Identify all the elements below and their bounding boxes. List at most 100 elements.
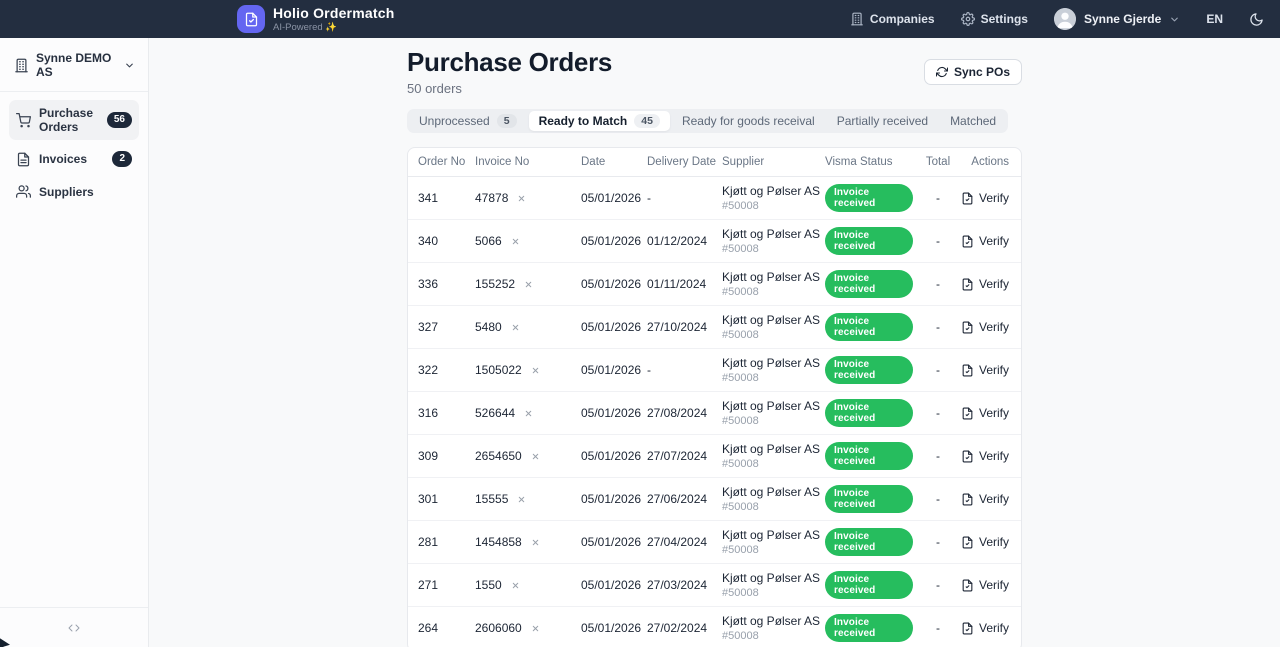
- verify-button[interactable]: Verify: [963, 449, 1022, 463]
- unlink-invoice-icon[interactable]: [524, 280, 533, 289]
- unlink-invoice-icon[interactable]: [531, 366, 540, 375]
- invoice-no: 2606060: [475, 621, 522, 635]
- file-icon: [961, 192, 974, 205]
- supplier-name: Kjøtt og Pølser AS: [722, 270, 825, 284]
- col-total: Total: [913, 148, 963, 177]
- unlink-invoice-icon[interactable]: [511, 581, 520, 590]
- companies-label: Companies: [870, 12, 935, 26]
- verify-label: Verify: [979, 406, 1009, 420]
- invoice-no: 1505022: [475, 363, 522, 377]
- verify-button[interactable]: Verify: [963, 363, 1022, 377]
- user-menu[interactable]: Synne Gjerde: [1054, 8, 1180, 30]
- supplier-id: #50008: [722, 587, 825, 599]
- total-cell: -: [913, 521, 963, 564]
- supplier-name: Kjøtt og Pølser AS: [722, 184, 825, 198]
- order-no-cell: 301: [408, 478, 475, 521]
- invoice-no: 47878: [475, 191, 508, 205]
- settings-button[interactable]: Settings: [961, 12, 1028, 26]
- total-cell: -: [913, 177, 963, 220]
- avatar: [1054, 8, 1076, 30]
- verify-label: Verify: [979, 621, 1009, 635]
- date-cell: 05/01/2026: [581, 177, 647, 220]
- delivery-date-cell: 27/06/2024: [647, 478, 722, 521]
- sidebar-item-suppliers[interactable]: Suppliers: [9, 178, 139, 205]
- status-badge: Invoice received: [825, 270, 913, 298]
- order-no-cell: 264: [408, 607, 475, 647]
- verify-button[interactable]: Verify: [963, 277, 1022, 291]
- tab-partially-received[interactable]: Partially received: [827, 111, 938, 131]
- verify-label: Verify: [979, 578, 1009, 592]
- chevron-down-icon: [124, 60, 135, 71]
- verify-button[interactable]: Verify: [963, 535, 1022, 549]
- unlink-invoice-icon[interactable]: [531, 452, 540, 461]
- unlink-invoice-icon[interactable]: [531, 624, 540, 633]
- verify-button[interactable]: Verify: [963, 234, 1022, 248]
- tab-ready-for-goods-receival[interactable]: Ready for goods receival: [672, 111, 825, 131]
- companies-button[interactable]: Companies: [850, 12, 935, 26]
- supplier-id: #50008: [722, 630, 825, 642]
- verify-button[interactable]: Verify: [963, 191, 1022, 205]
- order-no-cell: 322: [408, 349, 475, 392]
- table-row: 341 47878 05/01/2026 - Kjøtt og Pølser A…: [408, 177, 1022, 220]
- status-badge: Invoice received: [825, 614, 913, 642]
- col-invoice-no: Invoice No: [475, 148, 581, 177]
- delivery-date-cell: 27/03/2024: [647, 564, 722, 607]
- order-no-cell: 341: [408, 177, 475, 220]
- verify-button[interactable]: Verify: [963, 621, 1022, 635]
- verify-label: Verify: [979, 320, 1009, 334]
- order-no-cell: 340: [408, 220, 475, 263]
- user-name: Synne Gjerde: [1084, 12, 1161, 26]
- supplier-id: #50008: [722, 544, 825, 556]
- moon-icon: [1249, 12, 1264, 27]
- date-cell: 05/01/2026: [581, 435, 647, 478]
- unlink-invoice-icon[interactable]: [511, 323, 520, 332]
- sync-icon: [936, 66, 948, 78]
- sidebar-item-invoices[interactable]: Invoices 2: [9, 145, 139, 173]
- verify-label: Verify: [979, 492, 1009, 506]
- tab-label: Partially received: [837, 114, 928, 128]
- top-header: Holio Ordermatch AI-Powered ✨ Companies …: [0, 0, 1280, 38]
- verify-button[interactable]: Verify: [963, 492, 1022, 506]
- sidebar-item-purchase-orders[interactable]: Purchase Orders 56: [9, 100, 139, 140]
- order-no-cell: 336: [408, 263, 475, 306]
- delivery-date-cell: 27/10/2024: [647, 306, 722, 349]
- language-button[interactable]: EN: [1206, 12, 1223, 26]
- tab-matched[interactable]: Matched: [940, 111, 1006, 131]
- tab-label: Ready to Match: [539, 114, 628, 128]
- unlink-invoice-icon[interactable]: [517, 194, 526, 203]
- orders-table: Order No Invoice No Date Delivery Date S…: [408, 148, 1022, 647]
- unlink-invoice-icon[interactable]: [517, 495, 526, 504]
- unlink-invoice-icon[interactable]: [511, 237, 520, 246]
- invoice-no: 15555: [475, 492, 508, 506]
- tab-unprocessed[interactable]: Unprocessed 5: [409, 111, 527, 131]
- total-cell: -: [913, 564, 963, 607]
- tab-ready-to-match[interactable]: Ready to Match 45: [529, 111, 670, 131]
- settings-label: Settings: [981, 12, 1028, 26]
- sidebar: Synne DEMO AS Purchase Orders 56 Invoice…: [0, 38, 149, 647]
- unlink-invoice-icon[interactable]: [531, 538, 540, 547]
- table-row: 271 1550 05/01/2026 27/03/2024 Kjøtt og …: [408, 564, 1022, 607]
- table-row: 340 5066 05/01/2026 01/12/2024 Kjøtt og …: [408, 220, 1022, 263]
- table-row: 309 2654650 05/01/2026 27/07/2024 Kjøtt …: [408, 435, 1022, 478]
- sync-pos-button[interactable]: Sync POs: [924, 59, 1022, 85]
- supplier-name: Kjøtt og Pølser AS: [722, 227, 825, 241]
- verify-button[interactable]: Verify: [963, 320, 1022, 334]
- unlink-invoice-icon[interactable]: [524, 409, 533, 418]
- sync-button-label: Sync POs: [954, 65, 1010, 79]
- verify-button[interactable]: Verify: [963, 578, 1022, 592]
- verify-label: Verify: [979, 234, 1009, 248]
- chevron-down-icon: [1169, 14, 1180, 25]
- supplier-id: #50008: [722, 501, 825, 513]
- sidebar-collapse-button[interactable]: [68, 622, 80, 634]
- tab-label: Ready for goods receival: [682, 114, 815, 128]
- org-selector[interactable]: Synne DEMO AS: [0, 38, 148, 91]
- date-cell: 05/01/2026: [581, 306, 647, 349]
- file-icon: [961, 493, 974, 506]
- sidebar-item-label: Purchase Orders: [39, 106, 99, 134]
- app-subtitle: AI-Powered ✨: [273, 22, 394, 33]
- verify-button[interactable]: Verify: [963, 406, 1022, 420]
- dark-mode-toggle[interactable]: [1249, 12, 1264, 27]
- delivery-date-cell: 27/08/2024: [647, 392, 722, 435]
- supplier-id: #50008: [722, 200, 825, 212]
- tab-badge: 5: [497, 114, 517, 128]
